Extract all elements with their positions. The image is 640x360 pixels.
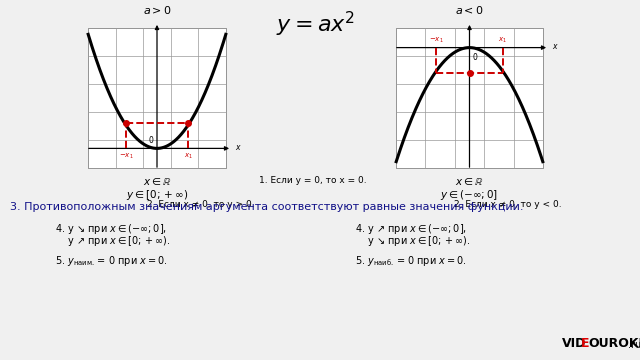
Text: $y \in (-\infty; 0]$: $y \in (-\infty; 0]$ xyxy=(440,188,499,202)
Text: E: E xyxy=(581,337,589,350)
Text: $x_1$: $x_1$ xyxy=(498,35,507,45)
Text: $x \in \mathbb{R}$: $x \in \mathbb{R}$ xyxy=(143,176,172,187)
Text: $a > 0$: $a > 0$ xyxy=(143,4,172,16)
Text: y ↗ при $x \in [0; +\infty)$.: y ↗ при $x \in [0; +\infty)$. xyxy=(55,234,171,248)
Text: $a < 0$: $a < 0$ xyxy=(455,4,484,16)
Bar xyxy=(88,28,226,168)
Text: y ↘ при $x \in [0; +\infty)$.: y ↘ при $x \in [0; +\infty)$. xyxy=(355,234,470,248)
Text: $x$: $x$ xyxy=(552,42,559,51)
Text: VID: VID xyxy=(562,337,586,350)
Text: 2. Если х ≠ 0, то y > 0.: 2. Если х ≠ 0, то y > 0. xyxy=(147,200,255,209)
Text: $0$: $0$ xyxy=(148,134,154,145)
Text: 4. y ↘ при $x \in (-\infty; 0]$,: 4. y ↘ при $x \in (-\infty; 0]$, xyxy=(55,222,167,236)
Text: .ru: .ru xyxy=(628,340,640,350)
Text: OUROKI: OUROKI xyxy=(588,337,640,350)
Bar xyxy=(396,28,543,168)
Text: $-x_1$: $-x_1$ xyxy=(429,35,444,45)
Text: $x_1$: $x_1$ xyxy=(184,152,193,161)
Text: $y \in [0; +\infty)$: $y \in [0; +\infty)$ xyxy=(126,188,188,202)
Text: 3. Противоположным значениям аргумента соответствуют равные значения функции.: 3. Противоположным значениям аргумента с… xyxy=(10,202,524,212)
Text: 1. Если у = 0, то x = 0.: 1. Если у = 0, то x = 0. xyxy=(259,176,367,185)
Text: 4. y ↗ при $x \in (-\infty; 0]$,: 4. y ↗ при $x \in (-\infty; 0]$, xyxy=(355,222,467,236)
Text: $x$: $x$ xyxy=(235,143,242,152)
Text: $x \in \mathbb{R}$: $x \in \mathbb{R}$ xyxy=(455,176,484,187)
Text: 5. $y_{\text{наим.}}$ = 0 при $x = 0$.: 5. $y_{\text{наим.}}$ = 0 при $x = 0$. xyxy=(55,254,168,268)
Text: $0$: $0$ xyxy=(472,51,479,62)
Text: $y = ax^2$: $y = ax^2$ xyxy=(276,10,356,39)
Text: 5. $y_{\text{наиб.}}$ = 0 при $x = 0$.: 5. $y_{\text{наиб.}}$ = 0 при $x = 0$. xyxy=(355,254,467,268)
Text: $-x_1$: $-x_1$ xyxy=(118,152,133,161)
Text: 2. Если х ≠ 0, то y < 0.: 2. Если х ≠ 0, то y < 0. xyxy=(454,200,562,209)
